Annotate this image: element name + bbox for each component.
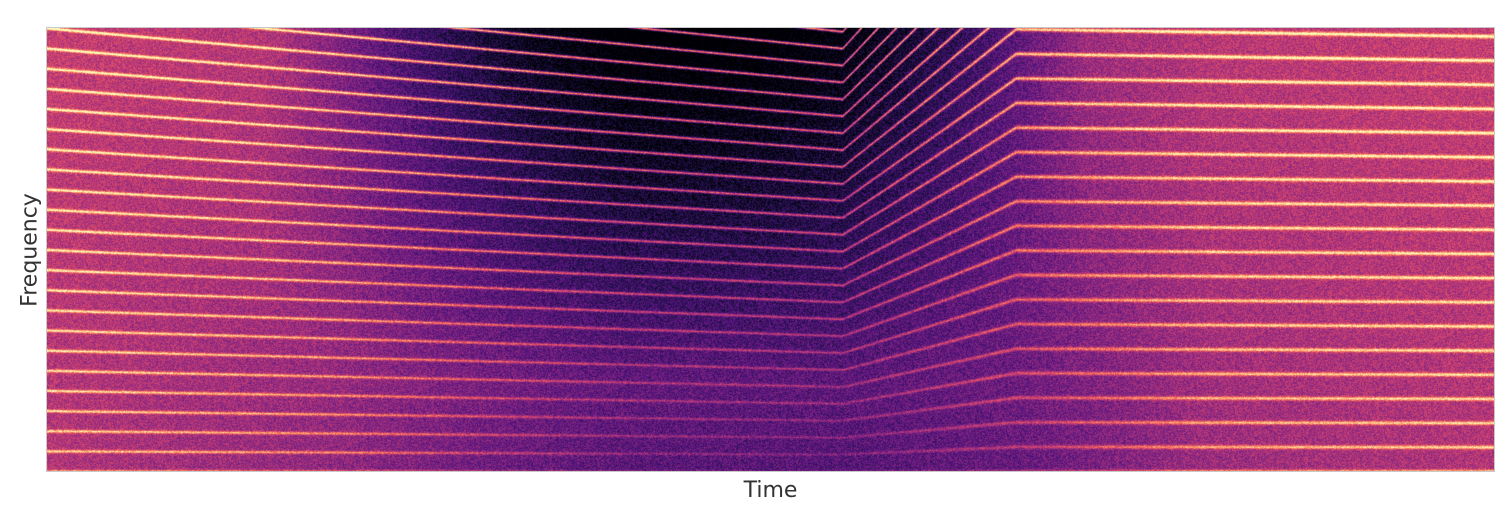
spectrogram-plot-area (46, 27, 1495, 472)
y-axis-label: Frequency (17, 193, 43, 307)
spectrogram-image (47, 28, 1494, 471)
x-axis-label: Time (743, 478, 798, 503)
